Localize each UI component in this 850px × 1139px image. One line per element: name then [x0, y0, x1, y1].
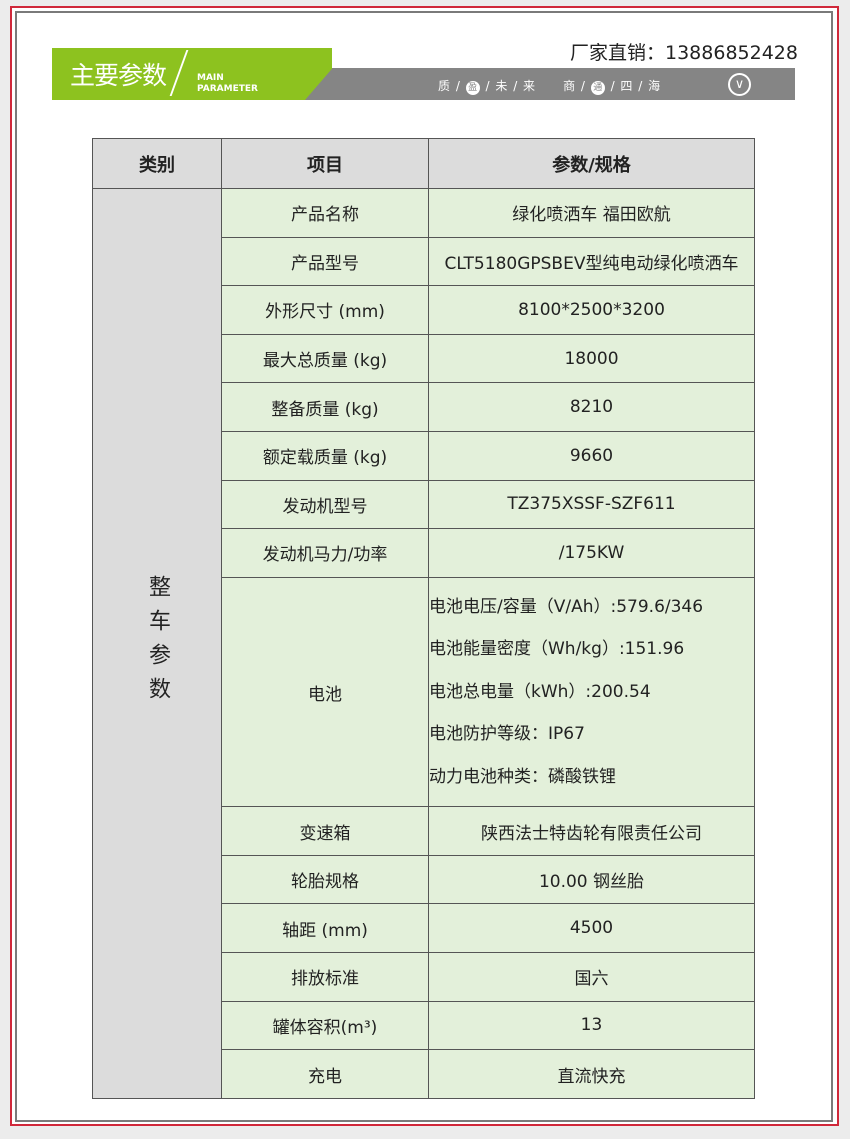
value-cell: 绿化喷洒车 福田欧航: [428, 188, 755, 238]
item-cell: 整备质量 (kg): [221, 382, 429, 432]
item-cell: 轮胎规格: [221, 854, 429, 905]
table-row: 排放标准 国六: [93, 952, 755, 1002]
value-cell: 13: [428, 1000, 755, 1051]
item-cell: 额定载质量 (kg): [221, 430, 429, 481]
table-row: 变速箱 陕西法士特齿轮有限责任公司: [93, 806, 755, 856]
subtitle-line2: PARAMETER: [197, 84, 258, 94]
slogan-char-circled: 通: [590, 81, 605, 95]
table-row: 轮胎规格 10.00 钢丝胎: [93, 854, 755, 905]
slogan-char: 质: [438, 79, 451, 93]
value-cell: 8210: [428, 382, 755, 432]
value-cell: /175KW: [428, 528, 755, 578]
value-cell: 国六: [428, 952, 755, 1002]
page-subtitle: MAIN PARAMETER: [197, 73, 258, 95]
slogan-char: 海: [648, 79, 661, 93]
value-cell: 直流快充: [428, 1049, 755, 1099]
parameter-table: 类别 项目 参数/规格 整车参数 产品名称 绿化喷洒车 福田欧航 产品型号 CLT518…: [92, 138, 755, 1099]
item-cell: 电池: [221, 576, 429, 808]
value-cell: 9660: [428, 430, 755, 481]
header-spec: 参数/规格: [428, 138, 755, 189]
item-cell: 发动机马力/功率: [221, 528, 429, 578]
item-cell: 外形尺寸 (mm): [221, 285, 429, 335]
table-row: 轴距 (mm) 4500: [93, 903, 755, 954]
table-row: 发动机型号 TZ375XSSF-SZF611: [93, 479, 755, 530]
title-banner: [52, 48, 332, 100]
item-cell: 罐体容积(m³): [221, 1000, 429, 1051]
slogan: 质 / 盈 / 未 / 来商 / 通 / 四 / 海: [438, 79, 661, 95]
battery-specs: 电池电压/容量（V/Ah）:579.6/346 电池能量密度（Wh/kg）:151…: [428, 576, 755, 808]
battery-spec-line: 动力电池种类：磷酸铁锂: [429, 766, 616, 787]
slogan-char-circled: 盈: [465, 81, 480, 95]
item-cell: 排放标准: [221, 952, 429, 1002]
page-title: 主要参数: [70, 61, 167, 90]
value-cell: 陕西法士特齿轮有限责任公司: [428, 806, 755, 856]
battery-spec-line: 电池总电量（kWh）:200.54: [429, 681, 651, 702]
value-cell: 10.00 钢丝胎: [428, 854, 755, 905]
item-cell: 轴距 (mm): [221, 903, 429, 954]
battery-spec-line: 电池防护等级：IP67: [429, 724, 585, 745]
table-row: 额定载质量 (kg) 9660: [93, 430, 755, 481]
slogan-char: 来: [523, 79, 536, 93]
table-row-battery: 电池 电池电压/容量（V/Ah）:579.6/346 电池能量密度（Wh/kg）:1…: [93, 576, 755, 808]
value-cell: 18000: [428, 333, 755, 384]
battery-spec-line: 电池能量密度（Wh/kg）:151.96: [429, 639, 685, 660]
table-row: 整车参数 产品名称 绿化喷洒车 福田欧航: [92, 188, 755, 1099]
item-cell: 变速箱: [221, 806, 429, 856]
battery-spec-line: 电池电压/容量（V/Ah）:579.6/346: [429, 596, 704, 617]
item-cell: 充电: [221, 1049, 429, 1099]
item-cell: 产品名称: [221, 188, 429, 238]
slogan-char: 商: [563, 79, 576, 93]
value-cell: CLT5180GPSBEV型纯电动绿化喷洒车: [428, 236, 755, 287]
phone-contact: 厂家直销：13886852428: [570, 42, 798, 64]
header-category: 类别: [92, 138, 222, 189]
item-cell: 发动机型号: [221, 479, 429, 530]
header-item: 项目: [221, 138, 429, 189]
slogan-char: 未: [495, 79, 508, 93]
table-header: 类别 项目 参数/规格: [92, 138, 755, 189]
table-row: 最大总质量 (kg) 18000: [93, 333, 755, 384]
table-row: 发动机马力/功率/175KW: [93, 528, 755, 578]
item-cell: 最大总质量 (kg): [221, 333, 429, 384]
slogan-char: 四: [620, 79, 633, 93]
item-cell: 产品型号: [221, 236, 429, 287]
table-row: 罐体容积(m³) 13: [93, 1000, 755, 1051]
chevron-down-circle-icon[interactable]: ∨: [728, 73, 751, 96]
value-cell: 4500: [428, 903, 755, 954]
table-row: 充电 直流快充: [93, 1049, 755, 1099]
value-cell: 8100*2500*3200: [428, 285, 755, 335]
subtitle-line1: MAIN: [197, 73, 224, 83]
table-row: 外形尺寸 (mm) 8100*2500*3200: [93, 285, 755, 335]
table-row: 整备质量 (kg) 8210: [93, 382, 755, 432]
category-cell: 整车参数: [92, 188, 222, 1099]
table-row: 产品型号 CLT5180GPSBEV型纯电动绿化喷洒车: [93, 236, 755, 287]
value-cell: TZ375XSSF-SZF611: [428, 479, 755, 530]
